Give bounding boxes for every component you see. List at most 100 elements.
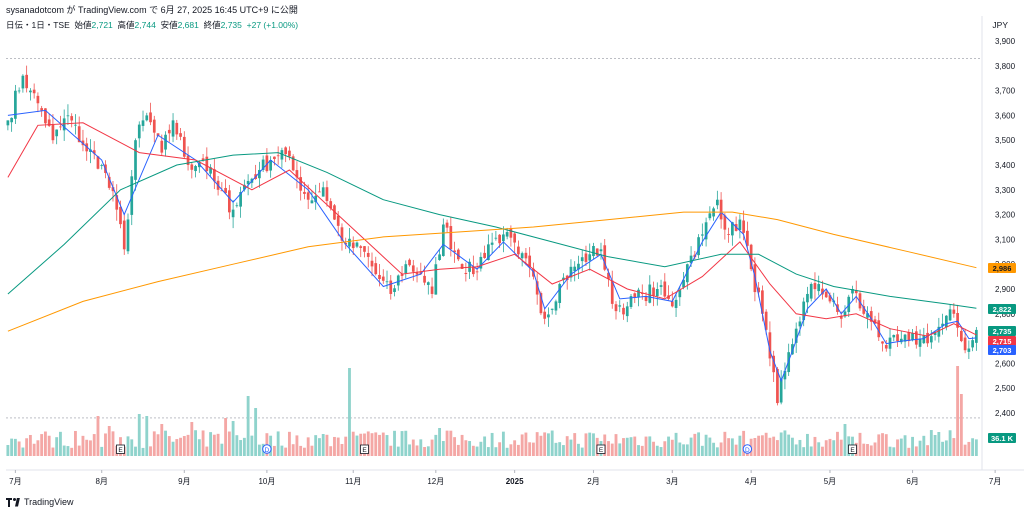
volume-bar	[182, 436, 186, 456]
volume-bar	[682, 444, 685, 456]
candle-body	[824, 291, 828, 298]
candle-body	[261, 159, 265, 170]
candle-body	[914, 331, 918, 345]
volume-bar	[190, 422, 194, 456]
volume-bar	[438, 428, 441, 456]
x-tick-label: 7月	[989, 477, 1001, 486]
moving-average-ma75	[7, 152, 977, 309]
candle-body	[426, 282, 430, 285]
x-tick-label: 8月	[95, 477, 107, 486]
y-tick-label: 3,100	[995, 235, 1016, 244]
volume-bar	[757, 435, 761, 456]
candle-body	[464, 272, 468, 275]
volume-bar	[618, 443, 622, 456]
candle-body	[441, 224, 445, 256]
y-tick-label: 3,700	[995, 87, 1016, 96]
volume-bar	[554, 442, 558, 456]
candle-body	[498, 234, 501, 244]
volume-bar	[100, 446, 104, 456]
candle-body	[975, 329, 978, 343]
earnings-marker-icon[interactable]	[360, 444, 369, 454]
candle-body	[502, 234, 505, 242]
dividend-marker-icon[interactable]	[742, 444, 753, 454]
volume-bar	[693, 433, 697, 456]
volume-bar	[141, 447, 145, 456]
volume-bar	[843, 424, 847, 456]
candle-body	[513, 233, 516, 243]
volume-bar	[269, 435, 273, 456]
candle-body	[772, 355, 776, 373]
candle-body	[663, 281, 667, 297]
volume-bar	[55, 437, 59, 456]
candle-body	[145, 115, 149, 121]
volume-bar	[385, 435, 389, 456]
volume-bar	[524, 432, 528, 456]
y-tick-label: 3,900	[995, 37, 1016, 46]
candle-body	[190, 164, 194, 170]
candle-body	[167, 129, 171, 134]
candle-body	[884, 345, 888, 349]
symbol-label[interactable]: 日伝・1日・TSE	[6, 20, 70, 30]
volume-bar	[607, 441, 610, 456]
earnings-marker-label: E	[118, 447, 123, 454]
candle-body	[456, 249, 460, 260]
candle-body	[854, 290, 858, 294]
volume-bar	[235, 435, 239, 456]
candle-body	[678, 290, 682, 298]
volume-bar	[111, 431, 115, 456]
volume-bar	[535, 432, 539, 456]
volume-bar	[734, 444, 738, 456]
volume-bar	[231, 421, 235, 456]
candle-body	[652, 287, 655, 296]
tradingview-logo-icon	[6, 497, 20, 507]
earnings-marker-icon[interactable]	[848, 444, 857, 454]
candle-body	[727, 234, 730, 235]
publish-header: sysanadotcom が TradingView.com で 6月 27, …	[0, 0, 1024, 16]
volume-bar	[862, 443, 866, 456]
tradingview-brand[interactable]: TradingView	[6, 497, 74, 507]
volume-bar	[528, 442, 532, 456]
volume-bar	[152, 431, 156, 456]
candle-body	[408, 259, 411, 266]
currency-label[interactable]: JPY	[992, 20, 1008, 30]
candle-body	[798, 321, 802, 327]
volume-bar	[685, 444, 689, 456]
candle-body	[746, 230, 749, 246]
candle-body	[212, 169, 216, 182]
volume-bar	[513, 440, 517, 456]
earnings-marker-icon[interactable]	[596, 444, 606, 454]
volume-bar	[130, 439, 134, 456]
candle-body	[704, 222, 708, 240]
candle-body	[179, 133, 182, 137]
volume-bar	[791, 437, 794, 456]
earnings-marker-icon[interactable]	[116, 444, 125, 454]
volume-bar	[674, 432, 678, 456]
price-badge-label: 2,986	[993, 264, 1012, 273]
volume-bar	[967, 441, 971, 456]
volume-bar	[914, 446, 918, 456]
candle-body	[276, 155, 280, 157]
volume-bar	[321, 434, 325, 456]
volume-bar	[565, 436, 569, 456]
volume-bar	[959, 394, 963, 456]
candle-body	[599, 249, 603, 252]
volume-bar	[291, 444, 295, 456]
volume-bar	[539, 435, 543, 456]
moving-average-ma200	[7, 211, 977, 332]
candle-body	[892, 334, 896, 338]
volume-bar	[62, 445, 66, 456]
volume-bar	[490, 432, 494, 456]
volume-bar	[426, 446, 430, 456]
candle-body	[269, 160, 272, 171]
price-badge	[988, 336, 1016, 346]
candle-body	[483, 252, 486, 258]
candle-body	[941, 323, 944, 327]
volume-bar	[25, 438, 29, 456]
candle-body	[400, 274, 404, 276]
volume-bar	[21, 447, 25, 456]
volume-bar	[505, 447, 509, 456]
dividend-marker-icon[interactable]	[262, 444, 272, 454]
volume-bar	[866, 444, 869, 456]
volume-bar	[640, 445, 644, 456]
